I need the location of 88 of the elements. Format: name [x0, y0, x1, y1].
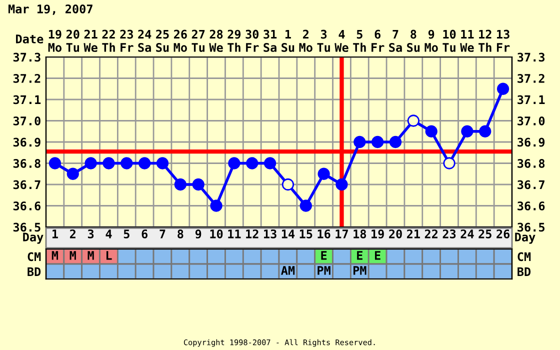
- x-tick-label: 21 We: [84, 30, 98, 52]
- x-tick-label: 10 Tu: [442, 30, 456, 52]
- y-tick-label: CM: [28, 252, 41, 262]
- x-tick-label: 22 Th: [102, 30, 115, 52]
- x-tick-label: 15: [300, 230, 312, 238]
- x-tick-label: 12 Th: [478, 30, 492, 52]
- x-tick-label: 19 Mo: [48, 30, 62, 52]
- text: M: [52, 251, 58, 260]
- text: L: [106, 251, 112, 260]
- x-tick-label: 23: [442, 229, 456, 238]
- x-tick-label: 2: [70, 229, 76, 238]
- y-tick-label: 36.8: [13, 158, 40, 168]
- x-tick-label: 12: [246, 229, 258, 238]
- text: E: [321, 251, 327, 260]
- y2-tick-label: 37.0: [518, 116, 545, 126]
- x-tick-label: 5 Th: [353, 30, 366, 52]
- x-tick-label: 21: [406, 229, 420, 238]
- x-tick-label: 6: [142, 229, 148, 238]
- x-tick-label: 22: [424, 229, 438, 238]
- y-tick-label: 36.9: [13, 138, 40, 147]
- x-tick-label: 25: [478, 229, 492, 238]
- x-tick-label: 24: [460, 229, 474, 238]
- x-tick-label: 28 We: [209, 30, 223, 52]
- y-tick-label: 37.2: [13, 74, 40, 83]
- text: PM: [318, 266, 330, 275]
- x-tick-label: 2 Mo: [299, 30, 312, 52]
- x-tick-label: 5: [124, 230, 130, 238]
- x-tick-label: 7: [160, 230, 166, 238]
- y2-tick-label: 36.7: [518, 180, 544, 190]
- text: M: [88, 251, 94, 260]
- x-tick-label: 7 Sa: [389, 30, 402, 52]
- y-tick-label: 36.5: [13, 222, 40, 232]
- x-tick-label: 1: [52, 230, 58, 238]
- x-tick-label: 13: [264, 229, 276, 238]
- x-axis-title: Date: [16, 34, 44, 44]
- x-tick-label: 13 Fr: [496, 30, 510, 52]
- y-tick-label: BD: [28, 267, 41, 276]
- x-tick-label: 11: [228, 230, 241, 238]
- x-tick-label: 18: [354, 229, 366, 238]
- y2-tick-label: CM: [518, 252, 531, 262]
- y2-tick-label: 36.8: [518, 158, 545, 168]
- text: AM: [281, 266, 295, 275]
- text: Day: [515, 232, 536, 244]
- x-tick-label: 30 Fr: [246, 30, 259, 52]
- x-tick-label: 20: [389, 229, 402, 238]
- x-tick-label: 24 Sa: [138, 30, 152, 52]
- x-tick-label: 17: [336, 230, 348, 238]
- y2-tick-label: BD: [518, 267, 531, 276]
- x-tick-label: 26 Mo: [174, 30, 187, 52]
- x-tick-label: 8 Su: [407, 30, 420, 52]
- x-tick-label: 26: [496, 229, 510, 238]
- x-tick-label: 16: [318, 229, 330, 238]
- text: E: [357, 251, 362, 260]
- y-tick-label: 37.0: [13, 116, 40, 126]
- x-tick-label: 9 Mo: [424, 30, 438, 52]
- x-tick-label: 10: [210, 229, 223, 238]
- x-tick-label: 20 Tu: [66, 30, 80, 52]
- x-tick-label: 1 Su: [282, 30, 294, 52]
- x-tick-label: 8: [178, 229, 184, 238]
- text: M: [70, 251, 76, 260]
- y-tick-label: 37.1: [13, 95, 41, 104]
- x-tick-label: 11 We: [460, 30, 474, 52]
- y2-tick-label: 36.5: [518, 222, 544, 232]
- x-axis-title: Day: [23, 232, 44, 244]
- x-tick-label: 31 Sa: [264, 30, 277, 52]
- y-tick-label: 36.6: [13, 201, 40, 210]
- text: E: [374, 251, 380, 260]
- x-tick-label: 19: [372, 230, 384, 238]
- x-tick-label: 25 Su: [156, 30, 169, 52]
- x-tick-label: 23 Fr: [120, 30, 134, 52]
- x-tick-label: 6 Fr: [372, 30, 384, 52]
- x-tick-label: 3 Tu: [317, 30, 330, 52]
- x-tick-label: 4: [106, 230, 112, 238]
- x-tick-label: 9: [195, 230, 202, 238]
- y2-tick-label: 37.3: [518, 52, 545, 62]
- x-tick-label: 3: [88, 229, 94, 238]
- x-tick-label: 4 We: [334, 30, 348, 52]
- x-tick-label: 27 Tu: [192, 30, 205, 52]
- y2-tick-label: 37.2: [518, 74, 544, 83]
- chart-title: Mar 19, 2007: [8, 4, 92, 15]
- y2-tick-label: 36.9: [518, 138, 545, 147]
- x-tick-label: 14: [282, 230, 295, 238]
- y-tick-label: 36.7: [13, 180, 40, 190]
- y2-tick-label: 36.6: [518, 201, 545, 210]
- y2-tick-label: 37.1: [518, 95, 545, 104]
- x-tick-label: 29 Th: [228, 30, 241, 52]
- text: PM: [353, 266, 366, 275]
- y-tick-label: 37.3: [13, 52, 40, 62]
